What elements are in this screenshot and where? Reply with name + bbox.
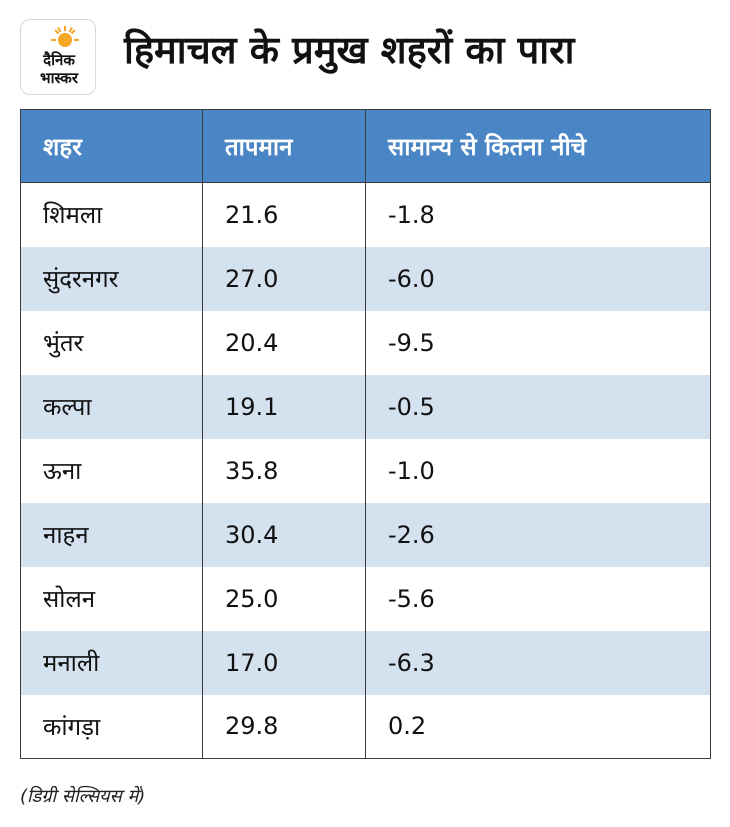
city-cell: मनाली bbox=[20, 630, 203, 695]
below-normal-cell: 0.2 bbox=[365, 694, 711, 759]
temperature-cell: 17.0 bbox=[202, 630, 366, 695]
column-header-city: शहर bbox=[20, 109, 203, 183]
temperature-cell: 25.0 bbox=[202, 566, 366, 631]
table-row: शिमला 21.6 -1.8 bbox=[20, 182, 711, 247]
unit-footnote: (डिग्री सेल्सियस में) bbox=[20, 786, 146, 807]
temperature-cell: 30.4 bbox=[202, 502, 366, 567]
below-normal-cell: -0.5 bbox=[365, 374, 711, 439]
temperature-table: शहर तापमान सामान्य से कितना नीचे शिमला 2… bbox=[20, 109, 711, 759]
temperature-cell: 27.0 bbox=[202, 246, 366, 311]
below-normal-cell: -1.8 bbox=[365, 182, 711, 247]
dainik-bhaskar-logo: दैनिक भास्कर bbox=[20, 19, 96, 95]
column-header-below-normal: सामान्य से कितना नीचे bbox=[365, 109, 711, 183]
table-row: सुंदरनगर 27.0 -6.0 bbox=[20, 246, 711, 311]
below-normal-cell: -9.5 bbox=[365, 310, 711, 375]
table-header-row: शहर तापमान सामान्य से कितना नीचे bbox=[20, 109, 711, 183]
city-cell: सुंदरनगर bbox=[20, 246, 203, 311]
temperature-cell: 29.8 bbox=[202, 694, 366, 759]
city-cell: शिमला bbox=[20, 182, 203, 247]
temperature-cell: 35.8 bbox=[202, 438, 366, 503]
column-header-temperature: तापमान bbox=[202, 109, 366, 183]
table-row: मनाली 17.0 -6.3 bbox=[20, 630, 711, 695]
table-row: कल्पा 19.1 -0.5 bbox=[20, 374, 711, 439]
logo-line2: भास्कर bbox=[40, 69, 79, 87]
below-normal-cell: -1.0 bbox=[365, 438, 711, 503]
city-cell: भुंतर bbox=[20, 310, 203, 375]
table-row: सोलन 25.0 -5.6 bbox=[20, 566, 711, 631]
table-row: कांगड़ा 29.8 0.2 bbox=[20, 694, 711, 759]
below-normal-cell: -6.0 bbox=[365, 246, 711, 311]
table-row: भुंतर 20.4 -9.5 bbox=[20, 310, 711, 375]
city-cell: सोलन bbox=[20, 566, 203, 631]
temperature-cell: 19.1 bbox=[202, 374, 366, 439]
city-cell: नाहन bbox=[20, 502, 203, 567]
temperature-cell: 20.4 bbox=[202, 310, 366, 375]
city-cell: ऊना bbox=[20, 438, 203, 503]
sun-logo-icon: दैनिक भास्कर bbox=[40, 26, 79, 87]
below-normal-cell: -2.6 bbox=[365, 502, 711, 567]
temperature-cell: 21.6 bbox=[202, 182, 366, 247]
logo-line1: दैनिक bbox=[42, 51, 76, 69]
table-row: नाहन 30.4 -2.6 bbox=[20, 502, 711, 567]
header: दैनिक भास्कर हिमाचल के प्रमुख शहरों का प… bbox=[0, 0, 730, 110]
page-title: हिमाचल के प्रमुख शहरों का पारा bbox=[124, 28, 575, 72]
below-normal-cell: -6.3 bbox=[365, 630, 711, 695]
table-row: ऊना 35.8 -1.0 bbox=[20, 438, 711, 503]
city-cell: कल्पा bbox=[20, 374, 203, 439]
below-normal-cell: -5.6 bbox=[365, 566, 711, 631]
city-cell: कांगड़ा bbox=[20, 694, 203, 759]
